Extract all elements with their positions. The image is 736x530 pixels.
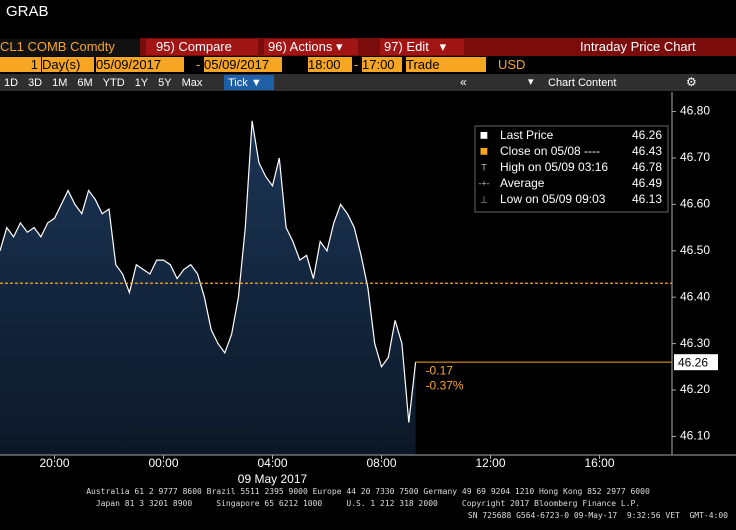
legend-icon: ■ xyxy=(480,143,488,159)
currency: USD xyxy=(498,57,526,72)
y-tick-label: 46.10 xyxy=(680,429,710,443)
tab[interactable]: 6M xyxy=(77,77,93,89)
legend-box xyxy=(474,125,669,213)
date-label: 09 May 2017 xyxy=(238,472,308,486)
tab-bar xyxy=(0,74,736,91)
tab[interactable]: 1M xyxy=(52,77,68,89)
tab[interactable]: YTD xyxy=(102,77,125,89)
legend-label: Average xyxy=(500,176,545,190)
compare-button[interactable]: 95) Compare xyxy=(146,39,258,55)
x-tick-label: 20:00 xyxy=(39,456,69,470)
period-unit[interactable]: Day(s) xyxy=(42,57,94,72)
y-tick-label: 46.20 xyxy=(680,382,710,396)
y-tick-label: 46.60 xyxy=(680,197,710,211)
x-tick-label: 16:00 xyxy=(584,456,614,470)
price-line xyxy=(0,120,417,423)
tab[interactable]: 1Y xyxy=(134,77,149,89)
legend-value: 46.78 xyxy=(632,160,662,174)
legend-icon: -+- xyxy=(478,178,489,188)
actions-button[interactable]: 96) Actions ▾ xyxy=(264,39,358,55)
legend-value: 46.13 xyxy=(632,192,662,206)
legend-label: Last Price xyxy=(500,128,554,142)
legend-icon: ⊥ xyxy=(480,194,488,204)
tab[interactable]: Max xyxy=(181,77,203,89)
active-tab[interactable]: Tick ▼ xyxy=(224,75,274,90)
legend-label: Low on 05/09 09:03 xyxy=(500,192,606,206)
start-date[interactable]: 05/09/2017 xyxy=(96,57,184,72)
annotation: -0.37% xyxy=(426,378,464,392)
x-tick-label: 00:00 xyxy=(148,456,178,470)
separator: - xyxy=(196,57,201,72)
legend-value: 46.43 xyxy=(632,144,662,158)
y-tick-label: 46.80 xyxy=(680,104,710,118)
x-tick-label: 12:00 xyxy=(475,456,505,470)
separator: - xyxy=(354,57,359,72)
chart: 46.26 -0.17-0.37% 46.10 46.20 46.30 46.40 46.5… xyxy=(0,92,736,486)
security[interactable]: CL1 COMB Comdty xyxy=(0,39,140,56)
legend-icon: T xyxy=(481,162,487,172)
tab[interactable]: 5Y xyxy=(158,77,172,89)
last-price-box xyxy=(674,354,718,371)
tab[interactable]: 3D xyxy=(28,77,43,89)
start-time[interactable]: 18:00 xyxy=(308,57,352,72)
area-fill xyxy=(0,120,416,456)
y-tick-label: 46.30 xyxy=(680,336,710,350)
legend-label: High on 05/09 03:16 xyxy=(500,160,608,174)
y-tick-label: 46.70 xyxy=(680,150,710,164)
end-date[interactable]: 05/09/2017 xyxy=(204,57,282,72)
collapse-button[interactable]: « xyxy=(460,75,467,89)
footer-line: Australia 61 2 9777 8600 Brazil 5511 239… xyxy=(86,487,650,496)
settings-button[interactable]: ⚙ xyxy=(686,75,697,89)
last-price-label: 46.26 xyxy=(678,355,708,369)
edit-button[interactable]: 97) Edit ▾ xyxy=(380,39,464,55)
footer-line: Japan 81 3 3201 8900 Singapore 65 6212 1… xyxy=(95,499,641,508)
label: 97) Edit xyxy=(384,39,429,54)
tabs: 1D 3D 1M 6M YTD 1Y 5Y Max xyxy=(4,75,212,91)
legend-icon: ■ xyxy=(480,127,488,143)
dropdown[interactable]: ▾ xyxy=(528,76,534,88)
annotation: -0.17 xyxy=(426,363,454,377)
tab[interactable]: 1D xyxy=(4,77,19,89)
end-time[interactable]: 17:00 xyxy=(362,57,402,72)
x-tick-label: 04:00 xyxy=(257,456,287,470)
y-tick-label: 46.40 xyxy=(680,289,710,303)
footer-line: SN 725688 G564-6723-0 09-May-17 9:32:56 … xyxy=(467,511,728,520)
label: 96) Actions xyxy=(268,39,333,54)
legend-value: 46.26 xyxy=(632,128,662,142)
chart-content[interactable]: Chart Content xyxy=(548,77,617,89)
field[interactable]: Trade xyxy=(406,57,486,72)
x-tick-label: 08:00 xyxy=(366,456,396,470)
legend-value: 46.49 xyxy=(632,176,662,190)
period-count[interactable]: 1 xyxy=(0,57,41,72)
legend-label: Close on 05/08 ---- xyxy=(500,144,600,158)
window-title: GRAB xyxy=(6,3,49,20)
label: Tick xyxy=(228,77,248,89)
y-tick-label: 46.50 xyxy=(680,243,710,257)
function-title: Intraday Price Chart xyxy=(580,39,696,54)
